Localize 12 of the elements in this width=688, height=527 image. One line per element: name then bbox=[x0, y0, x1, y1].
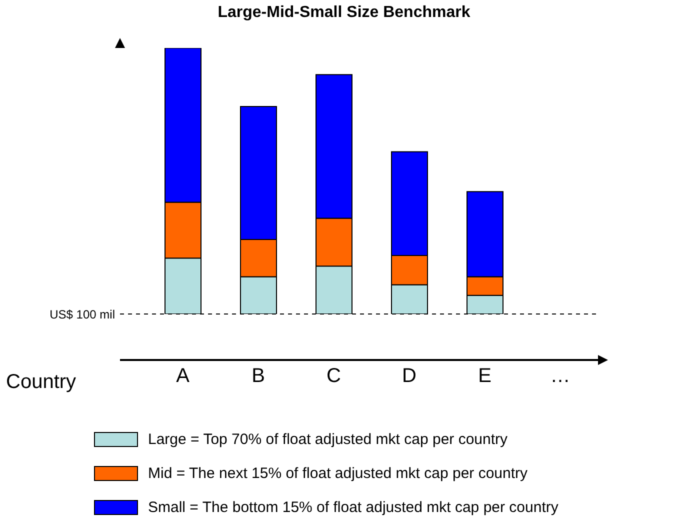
x-tick-label: B bbox=[252, 365, 265, 388]
legend-label: Small = The bottom 15% of float adjusted mkt cap per country bbox=[148, 498, 558, 516]
x-tick-label: A bbox=[176, 365, 190, 388]
x-tick-label: … bbox=[550, 365, 570, 388]
x-tick-label: C bbox=[326, 365, 341, 388]
x-tick-label: D bbox=[402, 365, 416, 388]
legend-label: Mid = The next 15% of float adjusted mkt cap per country bbox=[148, 464, 528, 482]
ref-line-label: US$ 100 mil bbox=[50, 307, 115, 322]
chart-title: Large-Mid-Small Size Benchmark bbox=[216, 4, 472, 22]
x-tick-label: E bbox=[478, 365, 492, 388]
x-axis-title: Country bbox=[6, 371, 76, 393]
legend-label: Large = Top 70% of float adjusted mkt cap per country bbox=[148, 430, 508, 448]
